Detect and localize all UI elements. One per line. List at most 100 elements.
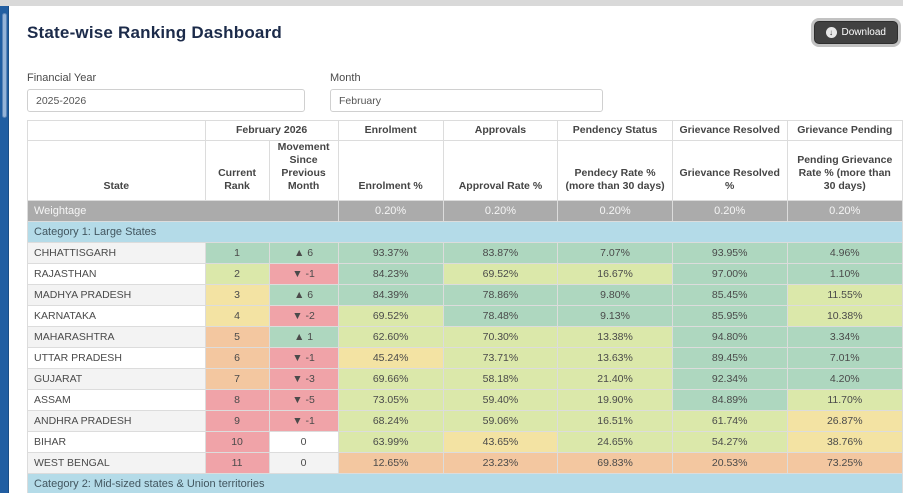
value-cell: 69.52% [337, 304, 444, 327]
value-cell: 73.05% [337, 388, 444, 411]
movement-cell: ▲ 6 [268, 241, 339, 264]
table-row: UTTAR PRADESH 6 ▼ -1 45.24% 73.71% 13.63% 89.4… [27, 346, 903, 369]
column-header-state: State [27, 140, 206, 201]
value-cell: 84.23% [337, 262, 444, 285]
value-cell: 93.37% [337, 241, 444, 264]
column-header-pendency-rate: Pendecy Rate % (more than 30 days) [557, 140, 673, 201]
left-scrollbar[interactable] [0, 6, 9, 493]
financial-year-input[interactable] [27, 89, 305, 112]
value-cell: 68.24% [337, 409, 444, 432]
state-cell: WEST BENGAL [27, 451, 206, 474]
value-cell: 11.55% [786, 283, 903, 306]
table-row: CHHATTISGARH 1 ▲ 6 93.37% 83.87% 7.07% 93.95% 4… [27, 241, 903, 264]
month-filter: Month [330, 72, 603, 112]
value-cell: 61.74% [671, 409, 788, 432]
value-cell: 58.18% [442, 367, 559, 390]
value-cell: 59.40% [442, 388, 559, 411]
value-cell: 92.34% [671, 367, 788, 390]
rank-cell: 10 [204, 430, 270, 453]
value-cell: 11.70% [786, 388, 903, 411]
month-label: Month [330, 72, 361, 84]
value-cell: 26.87% [786, 409, 903, 432]
state-cell: MAHARASHTRA [27, 325, 206, 348]
download-button[interactable]: ↓ Download [813, 21, 898, 44]
movement-cell: 0 [268, 430, 339, 453]
value-cell: 69.83% [557, 451, 673, 474]
group-header-grievance-resolved: Grievance Resolved [671, 120, 788, 141]
group-header-month: February 2026 [204, 120, 339, 141]
value-cell: 93.95% [671, 241, 788, 264]
value-cell: 16.51% [557, 409, 673, 432]
value-cell: 62.60% [337, 325, 444, 348]
rank-cell: 3 [204, 283, 270, 306]
table-row: KARNATAKA 4 ▼ -2 69.52% 78.48% 9.13% 85.95% 10.… [27, 304, 903, 327]
value-cell: 24.65% [557, 430, 673, 453]
value-cell: 13.38% [557, 325, 673, 348]
group-header-approvals: Approvals [442, 120, 559, 141]
financial-year-label: Financial Year [27, 72, 97, 84]
download-icon: ↓ [825, 27, 837, 38]
weightage-row: Weightage 0.20% 0.20% 0.20% 0.20% 0.20% [27, 199, 903, 222]
movement-cell: 0 [268, 451, 339, 474]
value-cell: 10.38% [786, 304, 903, 327]
category-row: Category 1: Large States [27, 220, 903, 243]
value-cell: 20.53% [671, 451, 788, 474]
value-cell: 59.06% [442, 409, 559, 432]
value-cell: 19.90% [557, 388, 673, 411]
state-cell: UTTAR PRADESH [27, 346, 206, 369]
state-cell: KARNATAKA [27, 304, 206, 327]
movement-cell: ▼ -1 [268, 409, 339, 432]
category-label: Category 1: Large States [27, 220, 903, 243]
download-label: Download [841, 27, 886, 38]
column-header-grievance-resolved-pct: Grievance Resolved % [671, 140, 788, 201]
weightage-label: Weightage [27, 199, 339, 222]
weightage-value: 0.20% [786, 199, 903, 222]
state-cell: BIHAR [27, 430, 206, 453]
group-header-grievance-pending: Grievance Pending [786, 120, 903, 141]
column-header-pending-grievance-rate: Pending Grievance Rate % (more than 30 d… [786, 140, 903, 201]
rank-cell: 6 [204, 346, 270, 369]
value-cell: 85.45% [671, 283, 788, 306]
rank-cell: 8 [204, 388, 270, 411]
value-cell: 4.96% [786, 241, 903, 264]
value-cell: 1.10% [786, 262, 903, 285]
value-cell: 45.24% [337, 346, 444, 369]
column-header-row: State Current Rank Movement Since Previo… [27, 140, 903, 201]
weightage-value: 0.20% [671, 199, 788, 222]
value-cell: 85.95% [671, 304, 788, 327]
value-cell: 7.01% [786, 346, 903, 369]
value-cell: 78.48% [442, 304, 559, 327]
value-cell: 84.89% [671, 388, 788, 411]
group-header-pendency: Pendency Status [557, 120, 673, 141]
movement-cell: ▼ -1 [268, 346, 339, 369]
movement-cell: ▲ 6 [268, 283, 339, 306]
table-row: MAHARASHTRA 5 ▲ 1 62.60% 70.30% 13.38% 94.80% 3… [27, 325, 903, 348]
rank-cell: 11 [204, 451, 270, 474]
value-cell: 69.52% [442, 262, 559, 285]
value-cell: 69.66% [337, 367, 444, 390]
ranking-table: February 2026 Enrolment Approvals Penden… [27, 120, 903, 493]
category-label: Category 2: Mid-sized states & Union ter… [27, 472, 903, 493]
column-header-movement: Movement Since Previous Month [268, 140, 339, 201]
page-title: State-wise Ranking Dashboard [27, 23, 282, 42]
value-cell: 9.80% [557, 283, 673, 306]
table-row: MADHYA PRADESH 3 ▲ 6 84.39% 78.86% 9.80% 85.45… [27, 283, 903, 306]
month-input[interactable] [330, 89, 603, 112]
movement-cell: ▼ -3 [268, 367, 339, 390]
scrollbar-thumb[interactable] [2, 13, 7, 118]
value-cell: 23.23% [442, 451, 559, 474]
value-cell: 84.39% [337, 283, 444, 306]
column-header-approval-rate: Approval Rate % [442, 140, 559, 201]
table-row: ASSAM 8 ▼ -5 73.05% 59.40% 19.90% 84.89% 11.70% [27, 388, 903, 411]
value-cell: 78.86% [442, 283, 559, 306]
movement-cell: ▼ -5 [268, 388, 339, 411]
financial-year-filter: Financial Year [27, 72, 305, 112]
value-cell: 70.30% [442, 325, 559, 348]
weightage-value: 0.20% [337, 199, 444, 222]
state-cell: GUJARAT [27, 367, 206, 390]
group-header-row: February 2026 Enrolment Approvals Penden… [27, 120, 903, 141]
value-cell: 4.20% [786, 367, 903, 390]
table-row: ANDHRA PRADESH 9 ▼ -1 68.24% 59.06% 16.51% 61.… [27, 409, 903, 432]
filters-bar: Financial Year Month [10, 72, 903, 112]
